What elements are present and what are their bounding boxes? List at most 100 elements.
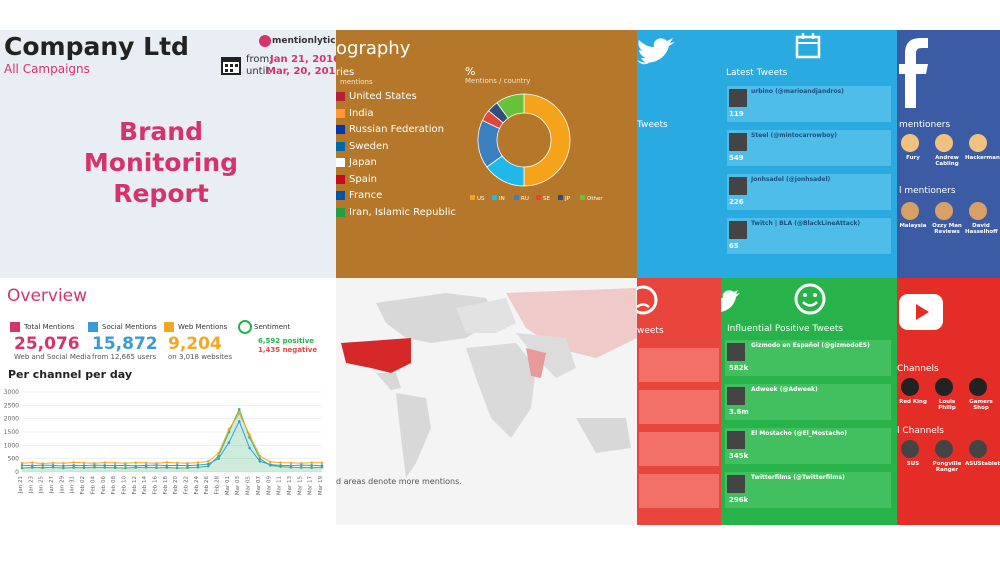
person-name: Andrew Cabling — [935, 155, 959, 167]
avatar — [901, 134, 919, 152]
point — [103, 461, 107, 464]
tweet-followers: 296k — [729, 496, 749, 504]
x-tick-label: Mar 09 — [266, 476, 272, 496]
point — [186, 466, 189, 470]
person-name: Pongville Ranger — [932, 461, 962, 473]
map-land — [576, 418, 631, 453]
map-land — [466, 343, 536, 438]
sentiment-positive: 6,592 positive — [258, 337, 315, 345]
y-tick-label: 1500 — [4, 429, 19, 436]
tweet-card — [727, 86, 891, 122]
point — [31, 464, 34, 467]
avatar — [727, 387, 745, 405]
point — [155, 461, 158, 465]
flag — [336, 158, 345, 167]
positive-panel: Influential Positive Tweets Gizmodo en E… — [721, 278, 897, 525]
x-tick-label: Mar 03 — [235, 476, 241, 496]
person-name: Gamers Shop — [969, 399, 993, 411]
avatar — [969, 378, 987, 396]
point — [289, 461, 293, 465]
point — [144, 465, 148, 469]
tweet-followers: 65 — [729, 242, 739, 250]
point — [268, 463, 272, 466]
avatar — [729, 133, 747, 151]
point — [20, 464, 24, 467]
header-panel: Company Ltd All Campaigns mentionlytics … — [0, 30, 336, 278]
avatar — [727, 475, 745, 493]
point — [206, 462, 210, 466]
x-tick-label: Mar 07 — [256, 476, 262, 496]
person-name: David Hasselhoff — [965, 223, 998, 235]
avatar — [935, 378, 953, 396]
country-name: United States — [349, 91, 417, 102]
legend-swatch — [580, 195, 585, 200]
x-tick-label: Jan 23 — [28, 476, 34, 495]
negative-panel: weets — [637, 278, 721, 525]
avatar — [935, 134, 953, 152]
x-tick-label: Jan 25 — [39, 476, 45, 495]
tweet-followers: 226 — [729, 198, 744, 206]
line — [21, 412, 323, 464]
map-russia — [506, 288, 637, 358]
line — [21, 408, 323, 469]
point — [300, 461, 303, 465]
point — [310, 464, 313, 467]
x-tick-label: Feb 28 — [215, 476, 221, 495]
point — [175, 466, 179, 470]
sentiment-icon — [238, 320, 252, 334]
pie-segment — [496, 93, 525, 119]
area — [22, 409, 322, 472]
point — [93, 465, 96, 469]
map-caption: d areas denote more mentions. — [336, 477, 462, 486]
point — [72, 466, 76, 469]
point — [165, 464, 169, 467]
tweet-followers: 549 — [729, 154, 744, 162]
kpi-value: 15,872 — [92, 334, 158, 354]
point — [206, 464, 210, 468]
country-name: Spain — [349, 173, 377, 185]
side-title: Tweets — [637, 120, 668, 130]
line-chart: 0 500 1000 1500 2000 2500 3000 Jan 21 Jan 23 Jan … — [4, 389, 324, 496]
point — [237, 412, 241, 415]
point — [82, 461, 86, 465]
country-name: Japan — [349, 157, 377, 168]
avatar — [727, 343, 745, 361]
point — [186, 464, 189, 467]
fb-section: l mentioners — [899, 186, 956, 196]
legend-label: RU — [521, 196, 529, 202]
kpi-label: Total Mentions — [24, 323, 75, 331]
person-name: Hackerman — [965, 155, 1000, 161]
twitter-icon — [637, 38, 675, 65]
flag — [336, 125, 345, 134]
tweet-name: Twitterfilms (@Twitterfilms) — [751, 474, 845, 481]
pie-subtitle: Mentions / country — [465, 77, 531, 85]
point — [20, 466, 24, 470]
point — [134, 464, 138, 468]
point — [20, 461, 24, 465]
flag — [336, 191, 345, 200]
point — [93, 463, 96, 467]
legend-label: US — [477, 196, 485, 202]
point — [93, 461, 96, 465]
legend-swatch — [514, 195, 519, 200]
point — [103, 464, 107, 467]
point — [196, 465, 200, 469]
pie-chart: US IN RU SE JP Other — [470, 93, 603, 202]
y-tick-label: 3000 — [4, 389, 19, 396]
point — [206, 460, 210, 463]
point — [196, 461, 200, 464]
tweet-card — [725, 472, 891, 508]
x-tick-label: Feb 08 — [111, 476, 117, 495]
tweet-card — [727, 218, 891, 254]
y-tick-label: 500 — [8, 456, 20, 463]
person-name: ASUStablet — [965, 461, 1000, 467]
avatar — [901, 440, 919, 458]
tweet-card — [725, 428, 891, 464]
country-name: Iran, Islamic Republic — [349, 206, 456, 218]
point — [124, 466, 127, 470]
youtube-panel: Channels l Channels Red King Louis Philip… — [897, 278, 1000, 525]
point — [51, 461, 55, 465]
smile-icon — [794, 283, 826, 315]
point — [320, 464, 324, 467]
